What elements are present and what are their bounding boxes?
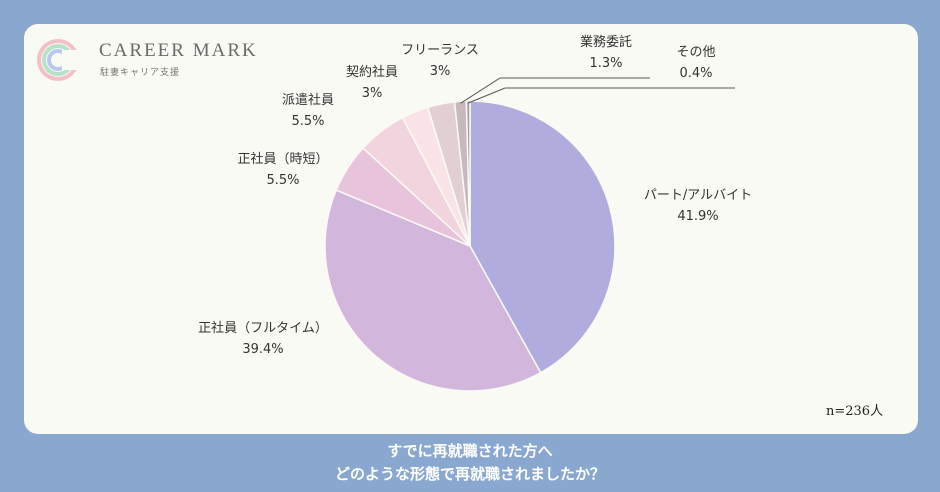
pie-slice — [324, 189, 542, 392]
slice-label-name: 業務委託 — [579, 35, 632, 50]
pie-slice — [465, 100, 471, 247]
slice-label-value: 5.5% — [291, 114, 325, 129]
slice-label-name: 正社員（フルタイム） — [198, 321, 328, 336]
slice-label-value: 41.9% — [677, 209, 719, 224]
survey-question: すでに再就職された方へ どのような形態で再就職されましたか？ — [0, 440, 940, 486]
slice-label-name: 正社員（時短） — [237, 152, 329, 167]
sample-size: n=236人 — [826, 404, 884, 419]
slice-label: 契約社員 3% — [332, 62, 412, 104]
slice-label: 業務委託 1.3% — [566, 32, 646, 74]
slice-label: その他 0.4% — [666, 42, 726, 84]
slice-label: パート/アルバイト 41.9% — [628, 185, 768, 227]
career-mark-logo-icon — [37, 39, 82, 81]
slice-label-value: 39.4% — [242, 342, 284, 357]
slice-label-value: 3% — [361, 86, 383, 101]
slice-label-name: フリーランス — [401, 43, 479, 58]
slice-label-name: 派遣社員 — [281, 93, 334, 108]
slice-label: 正社員（フルタイム） 39.4% — [178, 318, 348, 360]
slice-label-name: パート/アルバイト — [643, 188, 753, 203]
slice-label: 正社員（時短） 5.5% — [218, 149, 348, 191]
slice-label: 派遣社員 5.5% — [258, 90, 358, 132]
brand-name: CAREER MARK — [99, 40, 258, 61]
slice-label-value: 1.3% — [589, 56, 623, 71]
survey-question-line2: どのような形態で再就職されましたか？ — [334, 465, 605, 483]
leader-line — [468, 87, 735, 104]
slice-label-value: 3% — [429, 64, 451, 79]
slice-label-value: 5.5% — [266, 173, 300, 188]
slice-label-value: 0.4% — [679, 66, 713, 81]
brand-tagline: 駐妻キャリア支援 — [100, 68, 181, 78]
survey-question-line1: すでに再就職された方へ — [387, 442, 553, 460]
leader-line — [460, 77, 650, 104]
slice-label-name: その他 — [676, 45, 716, 60]
pie-slice — [469, 100, 616, 374]
slice-label-name: 契約社員 — [345, 65, 398, 80]
slice-label: フリーランス 3% — [385, 40, 495, 82]
